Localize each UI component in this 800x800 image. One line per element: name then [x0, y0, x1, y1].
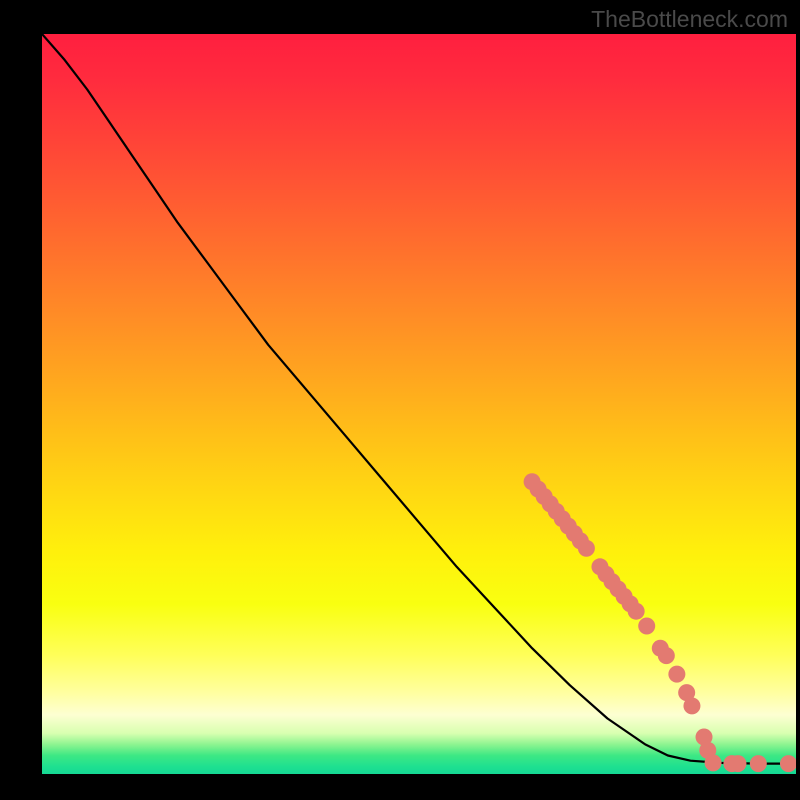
data-marker: [668, 666, 685, 683]
data-marker: [729, 755, 746, 772]
data-marker: [683, 697, 700, 714]
data-marker: [658, 647, 675, 664]
bottleneck-curve: [42, 34, 796, 764]
data-marker: [705, 754, 722, 771]
data-marker: [638, 618, 655, 635]
data-marker: [780, 755, 796, 772]
plot-area: [42, 34, 796, 774]
watermark-text: TheBottleneck.com: [591, 6, 788, 33]
data-marker: [578, 540, 595, 557]
chart-frame: [0, 0, 800, 800]
data-marker: [628, 603, 645, 620]
curve-overlay: [42, 34, 796, 774]
data-marker: [750, 755, 767, 772]
